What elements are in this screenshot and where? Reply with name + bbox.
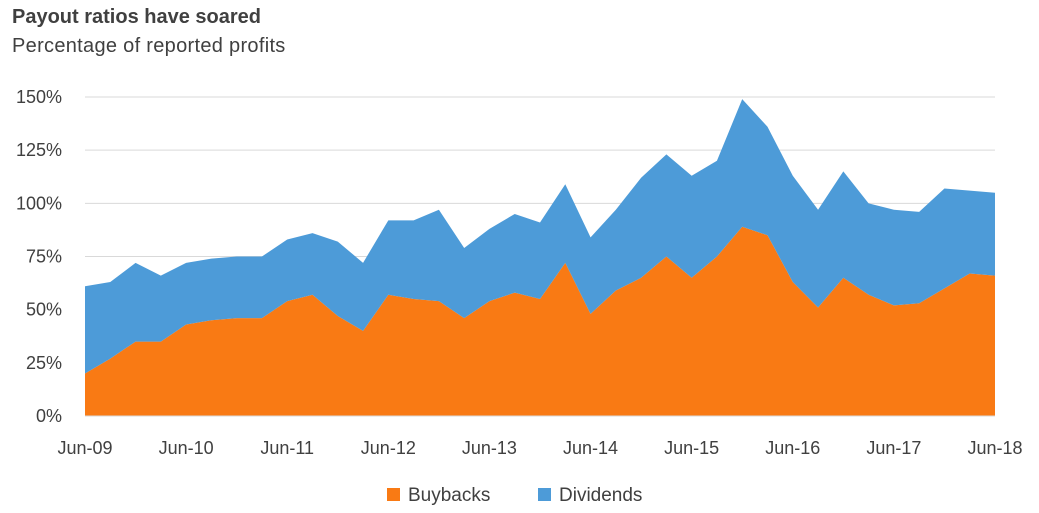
legend-label: Buybacks — [408, 485, 490, 506]
x-tick-label: Jun-10 — [159, 438, 214, 458]
x-axis: Jun-09 Jun-10 Jun-11 Jun-12 Jun-13 Jun-14 Jun-… — [57, 415, 1023, 458]
x-tick-label: Jun-17 — [866, 438, 921, 458]
area-series — [85, 99, 995, 416]
x-tick-label: Jun-14 — [563, 438, 618, 458]
y-tick-label: 150% — [16, 87, 62, 107]
y-tick-label: 100% — [16, 193, 62, 213]
x-tick-label: Jun-18 — [967, 438, 1022, 458]
x-tick-label: Jun-15 — [664, 438, 719, 458]
y-tick-label: 0% — [36, 406, 62, 426]
y-tick-label: 25% — [26, 353, 62, 373]
y-tick-label: 125% — [16, 140, 62, 160]
chart-subtitle: Percentage of reported profits — [12, 35, 286, 57]
x-tick-label: Jun-09 — [57, 438, 112, 458]
y-tick-label: 50% — [26, 300, 62, 320]
x-tick-label: Jun-16 — [765, 438, 820, 458]
legend: Buybacks Dividends — [387, 485, 642, 506]
legend-label: Dividends — [559, 485, 642, 506]
x-tick-label: Jun-13 — [462, 438, 517, 458]
y-tick-label: 75% — [26, 247, 62, 267]
y-axis: 150% 125% 100% 75% 50% 25% 0% — [16, 87, 62, 426]
area-dividends — [85, 99, 995, 374]
chart-title: Payout ratios have soared — [12, 6, 261, 28]
legend-swatch — [387, 488, 400, 501]
x-tick-label: Jun-12 — [361, 438, 416, 458]
legend-swatch — [538, 488, 551, 501]
x-tick-label: Jun-11 — [260, 438, 314, 458]
area-buybacks — [85, 226, 995, 416]
